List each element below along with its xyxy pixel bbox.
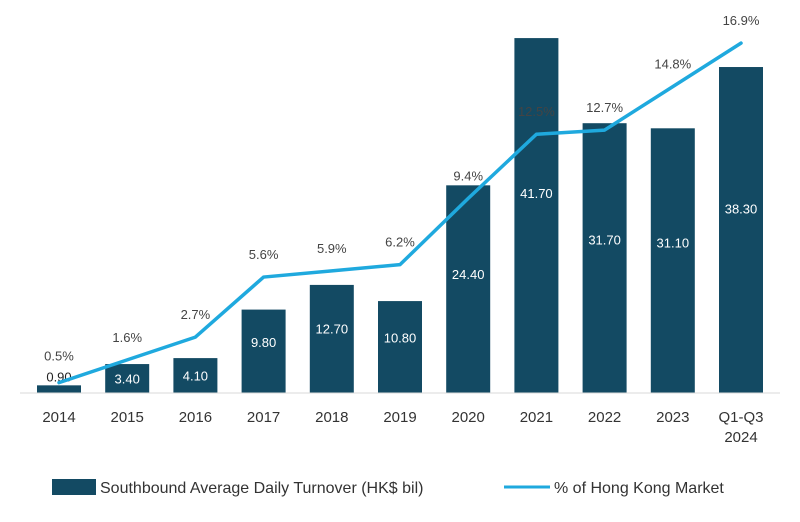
pct-label-5: 6.2% xyxy=(385,235,415,250)
x-tick-1: 2015 xyxy=(111,409,144,426)
bar-value-label-6: 24.40 xyxy=(452,267,485,282)
x-tick-3: 2017 xyxy=(247,409,280,426)
bar-value-label-3: 9.80 xyxy=(251,335,276,350)
pct-line xyxy=(57,41,743,385)
bar-value-label-10: 38.30 xyxy=(725,202,758,217)
bar-2 xyxy=(173,358,218,393)
bar-7 xyxy=(514,38,559,393)
bar-10 xyxy=(719,67,763,393)
bar-1 xyxy=(105,364,150,393)
bar-5 xyxy=(378,301,422,393)
x-tick-6: 2020 xyxy=(452,409,485,426)
x-tick-8: 2022 xyxy=(588,409,621,426)
x-tick-labels: 2014 2015 2016 2017 2018 2019 2020 2021 2022 2023… xyxy=(42,409,763,446)
bar-value-label-7: 41.70 xyxy=(520,186,553,201)
x-tick-0: 2014 xyxy=(42,409,75,426)
x-tick-5: 2019 xyxy=(383,409,416,426)
x-tick-10: Q1-Q3 2024 xyxy=(718,409,763,446)
legend-bar-swatch xyxy=(52,479,96,495)
bar-value-label-2: 4.10 xyxy=(183,369,208,384)
x-tick-9: 2023 xyxy=(656,409,689,426)
pct-label-2: 2.7% xyxy=(181,307,211,322)
bar-0 xyxy=(37,385,81,393)
legend: Southbound Average Daily Turnover (HK$ b… xyxy=(52,479,724,497)
legend-bar-label: Southbound Average Daily Turnover (HK$ b… xyxy=(100,480,423,497)
bar-value-label-4: 12.70 xyxy=(316,322,349,337)
pct-label-9: 14.8% xyxy=(654,57,691,72)
bar-3 xyxy=(241,309,286,393)
pct-label-7: 12.5% xyxy=(518,104,555,119)
bar-4 xyxy=(309,284,354,393)
bar-6 xyxy=(446,185,491,393)
bar-value-label-1: 3.40 xyxy=(115,372,140,387)
pct-label-4: 5.9% xyxy=(317,241,347,256)
bar-value-labels: 0.90 3.40 4.109.8012.7010.8024.4041.7031.7… xyxy=(46,186,757,387)
pct-label-8: 12.7% xyxy=(586,100,623,115)
bar-value-label-8: 31.70 xyxy=(588,233,621,248)
bar-value-label-5: 10.80 xyxy=(384,330,417,345)
pct-label-10: 16.9% xyxy=(723,13,760,28)
bar-8 xyxy=(582,123,627,393)
pct-label-0: 0.5% xyxy=(44,349,74,364)
x-tick-7: 2021 xyxy=(520,409,553,426)
pct-label-3: 5.6% xyxy=(249,247,279,262)
pct-label-6: 9.4% xyxy=(453,168,483,183)
pct-label-1: 1.6% xyxy=(112,330,142,345)
line-value-labels: 0.5% 1.6% 2.7% 5.6% 5.9% 6.2% 9.4% 12.5% 12.7% 14… xyxy=(44,13,760,364)
bar-9 xyxy=(650,128,695,393)
line-series xyxy=(57,41,743,385)
bar-value-label-9: 31.10 xyxy=(657,235,690,250)
x-tick-2: 2016 xyxy=(179,409,212,426)
bar-series xyxy=(37,38,763,393)
legend-line-label: % of Hong Kong Market xyxy=(554,480,724,497)
x-tick-4: 2018 xyxy=(315,409,348,426)
